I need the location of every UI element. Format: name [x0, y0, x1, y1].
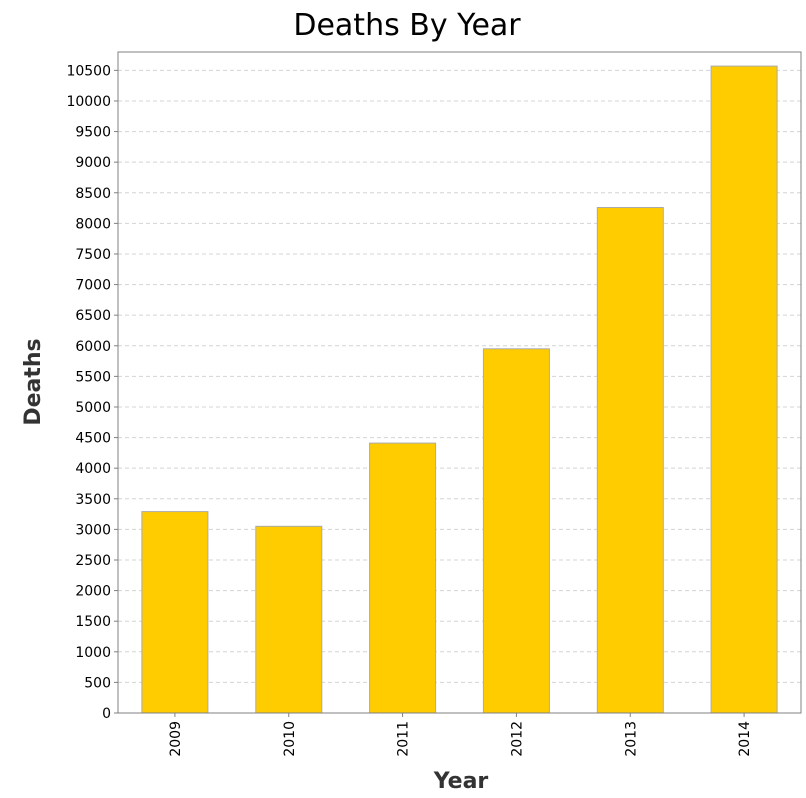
y-tick-label: 4000 [75, 461, 111, 477]
y-tick-label: 6000 [75, 339, 111, 355]
y-tick-label: 7000 [75, 278, 111, 294]
y-tick-label: 3000 [75, 522, 111, 538]
y-tick-label: 8500 [75, 186, 111, 202]
y-tick-label: 5000 [75, 400, 111, 416]
y-tick-label: 8000 [75, 216, 111, 232]
bars [141, 65, 778, 714]
grid-lines [118, 69, 801, 683]
y-tick-label: 1000 [75, 645, 111, 661]
plot-area-border [117, 51, 802, 714]
y-tick-label: 1500 [75, 614, 111, 630]
y-tick-label: 2000 [75, 584, 111, 600]
y-tick-label: 9000 [75, 155, 111, 171]
bar-2012 [482, 348, 550, 714]
y-tick-label: 5500 [75, 369, 111, 385]
bar-2011 [369, 442, 437, 714]
y-tick-label: 3500 [75, 492, 111, 508]
y-axis-title: Deaths [21, 338, 46, 425]
y-tick-label: 9500 [75, 125, 111, 141]
y-axis-ticks: 0 500 1000 1500 2000 2500 3000 3500 4000 4500 5000… [66, 63, 118, 722]
bar-2014 [710, 65, 778, 714]
y-tick-label: 4500 [75, 431, 111, 447]
y-tick-label: 7500 [75, 247, 111, 263]
x-tick-label-2011: 2011 [396, 721, 412, 757]
y-tick-label: 6500 [75, 308, 111, 324]
x-axis-title: Year [433, 769, 489, 794]
y-tick-label: 500 [84, 675, 111, 691]
chart-title: Deaths By Year [293, 8, 521, 43]
x-tick-label-2014: 2014 [737, 721, 753, 757]
x-axis-ticks: 2009 2010 2011 2012 2013 2014 [168, 713, 753, 757]
y-tick-label: 0 [102, 706, 111, 722]
y-tick-label: 10500 [66, 63, 111, 79]
x-tick-label-2013: 2013 [623, 721, 639, 757]
y-tick-label: 2500 [75, 553, 111, 569]
bar-2013 [596, 207, 664, 714]
x-tick-label-2009: 2009 [168, 721, 184, 757]
y-tick-label: 10000 [66, 94, 111, 110]
bar-2009 [141, 511, 209, 714]
x-tick-label-2012: 2012 [509, 721, 525, 757]
bar-2010 [255, 525, 323, 714]
x-tick-label-2010: 2010 [282, 721, 298, 757]
